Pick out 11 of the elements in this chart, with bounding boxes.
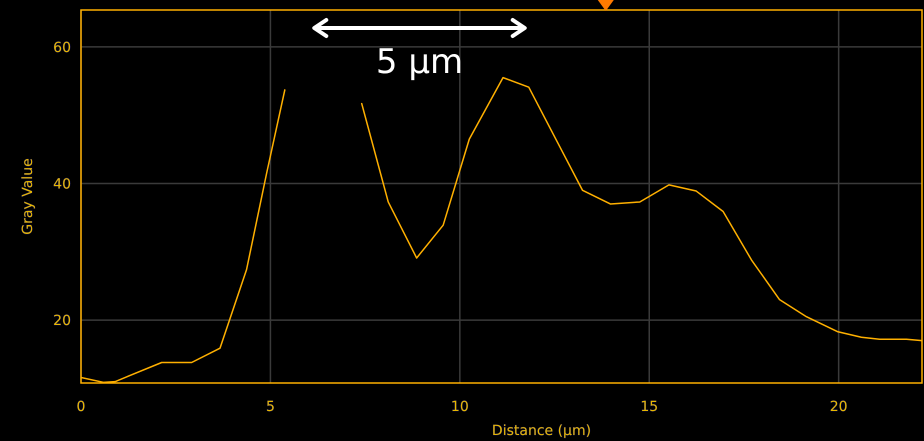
x-tick-label: 10 [450, 399, 469, 415]
y-axis-title: Gray Value [20, 158, 36, 235]
x-tick-label: 20 [830, 399, 848, 415]
x-tick-label: 0 [76, 399, 86, 415]
x-tick-label: 5 [266, 399, 275, 415]
x-axis-title: Distance (µm) [492, 423, 592, 439]
y-tick-label: 40 [53, 176, 71, 192]
y-tick-label: 60 [53, 40, 71, 56]
x-tick-label: 15 [640, 399, 658, 415]
y-tick-label: 20 [53, 313, 71, 330]
annotation: 5 µm [376, 42, 464, 82]
